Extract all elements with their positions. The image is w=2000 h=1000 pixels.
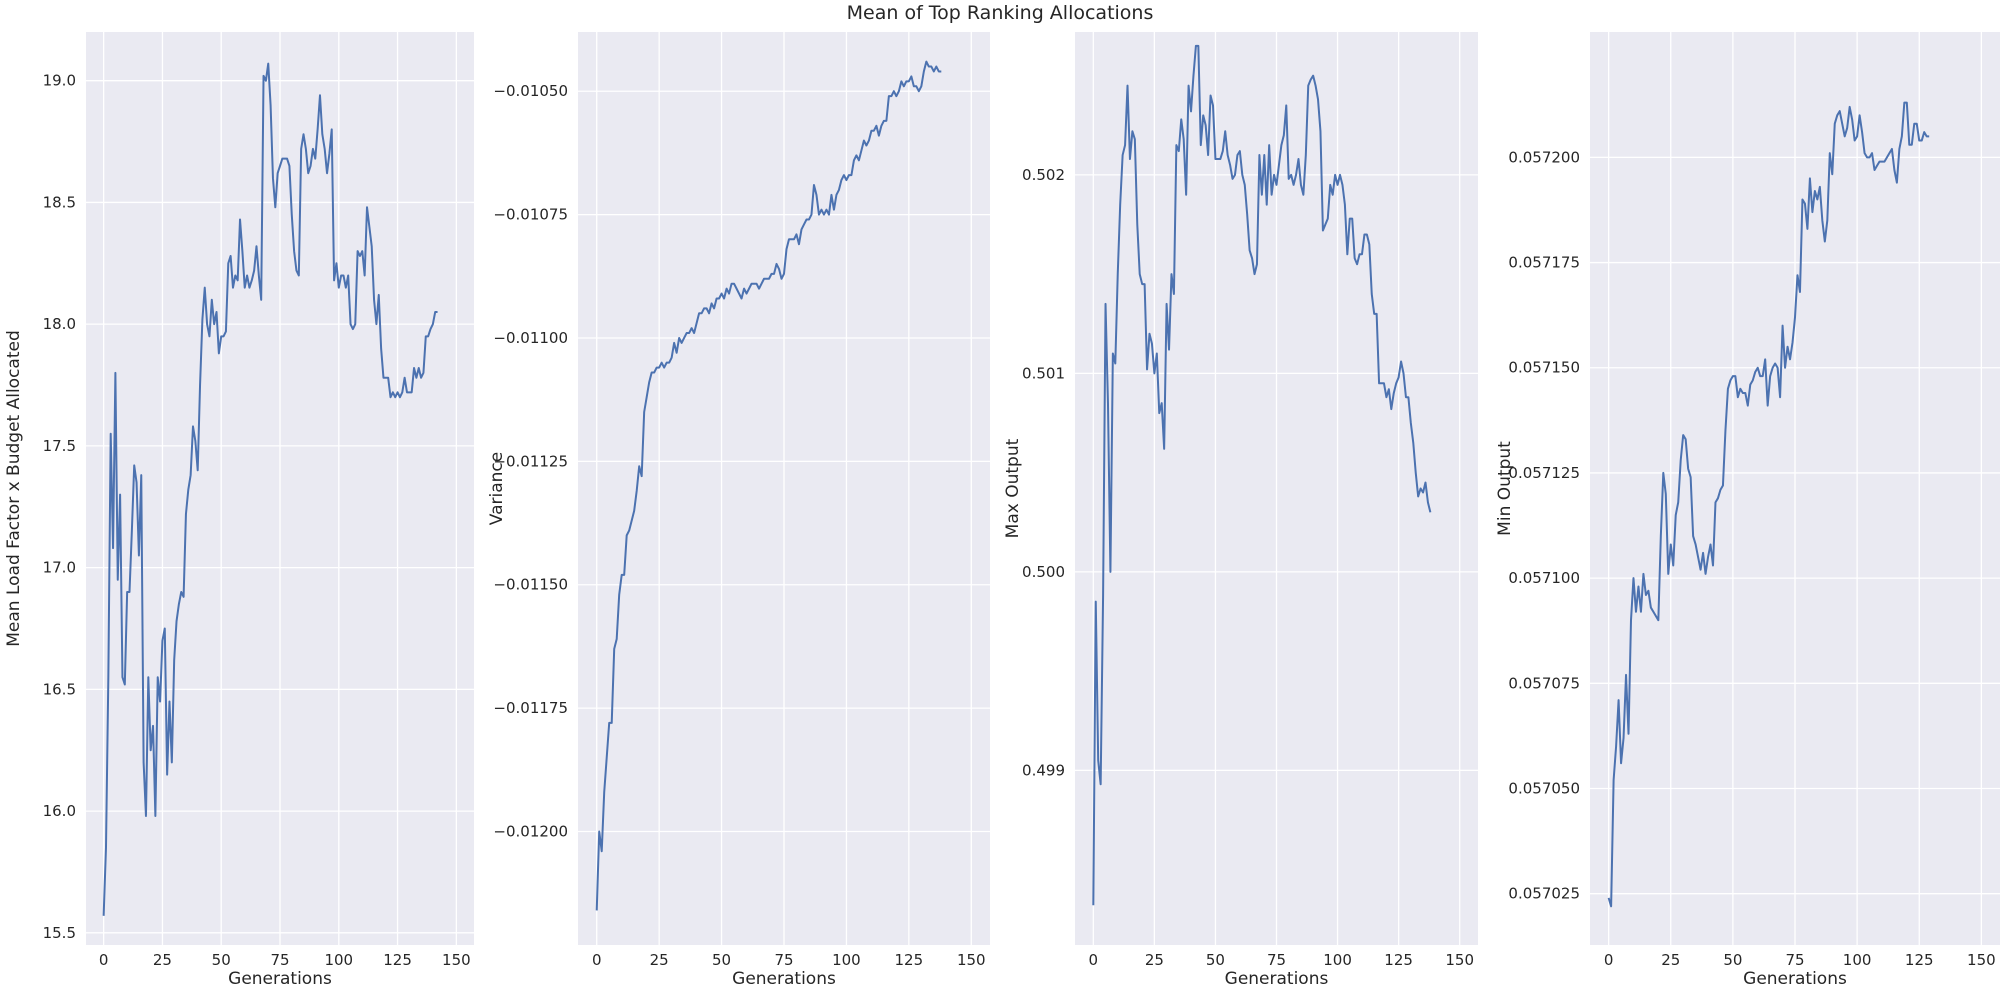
x-tick-label: 125 (383, 951, 412, 969)
y-tick-label: −0.01100 (493, 329, 568, 347)
x-tick-label: 125 (1905, 951, 1934, 969)
x-tick-label: 0 (1089, 951, 1099, 969)
y-axis-label: Min Output (1495, 441, 1515, 536)
series-line (102, 62, 438, 916)
y-tick-label: 0.500 (1022, 563, 1065, 581)
y-tick-label: 19.0 (43, 72, 76, 90)
series-line (1092, 44, 1432, 906)
y-tick-label: 0.502 (1022, 166, 1065, 184)
y-tick-label: 0.057175 (1508, 254, 1580, 272)
y-tick-label: 0.057150 (1508, 359, 1580, 377)
series-line (1607, 101, 1930, 908)
x-tick-label: 25 (153, 951, 172, 969)
x-tick-label: 0 (99, 951, 109, 969)
x-axis-label: Generations (1225, 969, 1329, 989)
y-axis-label: Mean Load Factor x Budget Allocated (4, 330, 24, 647)
subplot-1: 0 25 50 75 100 125 150 15.5 16.0 16.5 17.0 17.5 18.0… (4, 32, 474, 989)
y-tick-label: 18.0 (43, 315, 76, 333)
y-tick-label: 0.501 (1022, 364, 1065, 382)
subplots: 0 25 50 75 100 125 150 15.5 16.0 16.5 17.0 17.5 18.0… (4, 32, 2000, 989)
x-tick-label: 25 (1145, 951, 1164, 969)
x-tick-label: 50 (712, 951, 731, 969)
subplot-4: 0 25 50 75 100 125 150 0.057025 0.057050 0.057075… (1495, 32, 2000, 989)
y-tick-label: 0.057050 (1508, 779, 1580, 797)
x-tick-label: 125 (1384, 951, 1413, 969)
x-tick-label: 150 (1445, 951, 1474, 969)
x-axis-label: Generations (228, 969, 332, 989)
subplot-2: 0 25 50 75 100 125 150 −0.01200 −0.01175 −0.01150… (487, 32, 990, 989)
x-tick-label: 100 (1323, 951, 1352, 969)
x-axis-label: Generations (732, 969, 836, 989)
x-tick-label: 100 (324, 951, 353, 969)
x-tick-label: 100 (832, 951, 861, 969)
x-tick-label: 50 (212, 951, 231, 969)
y-tick-label: −0.01075 (493, 206, 568, 224)
x-tick-label: 75 (774, 951, 793, 969)
x-tick-label: 125 (895, 951, 924, 969)
x-tick-label: 75 (1785, 951, 1804, 969)
y-tick-label: 0.057125 (1508, 464, 1580, 482)
x-tick-label: 75 (1267, 951, 1286, 969)
y-tick-label: 0.057100 (1508, 569, 1580, 587)
y-tick-label: −0.01125 (493, 452, 568, 470)
y-tick-label: 0.057075 (1508, 674, 1580, 692)
x-tick-label: 150 (442, 951, 471, 969)
y-axis-label: Variance (487, 452, 507, 525)
x-tick-label: 75 (270, 951, 289, 969)
y-tick-label: 17.0 (43, 559, 76, 577)
x-axis-label: Generations (1743, 969, 1847, 989)
x-tick-label: 50 (1206, 951, 1225, 969)
y-tick-label: 0.057200 (1508, 148, 1580, 166)
x-tick-label: 0 (592, 951, 602, 969)
figure-title: Mean of Top Ranking Allocations (847, 2, 1154, 24)
y-axis-label: Max Output (1003, 438, 1023, 538)
y-tick-label: 17.5 (43, 437, 76, 455)
y-tick-label: 18.5 (43, 193, 76, 211)
y-tick-label: −0.01150 (493, 576, 568, 594)
x-tick-label: 0 (1604, 951, 1614, 969)
y-tick-label: 15.5 (43, 924, 76, 942)
x-tick-label: 50 (1723, 951, 1742, 969)
y-tick-label: 0.499 (1022, 761, 1065, 779)
x-tick-label: 150 (957, 951, 986, 969)
x-tick-label: 150 (1967, 951, 1996, 969)
x-tick-label: 100 (1843, 951, 1872, 969)
x-tick-label: 25 (650, 951, 669, 969)
x-tick-label: 25 (1661, 951, 1680, 969)
y-tick-label: −0.01050 (493, 82, 568, 100)
y-tick-label: −0.01175 (493, 699, 568, 717)
series-line (595, 60, 942, 911)
y-tick-label: −0.01200 (493, 822, 568, 840)
subplot-3: 0 25 50 75 100 125 150 0.499 0.500 0.501 0.502 Gene… (1003, 32, 1478, 989)
y-tick-label: 16.5 (43, 680, 76, 698)
y-tick-label: 0.057025 (1508, 885, 1580, 903)
y-tick-label: 16.0 (43, 802, 76, 820)
